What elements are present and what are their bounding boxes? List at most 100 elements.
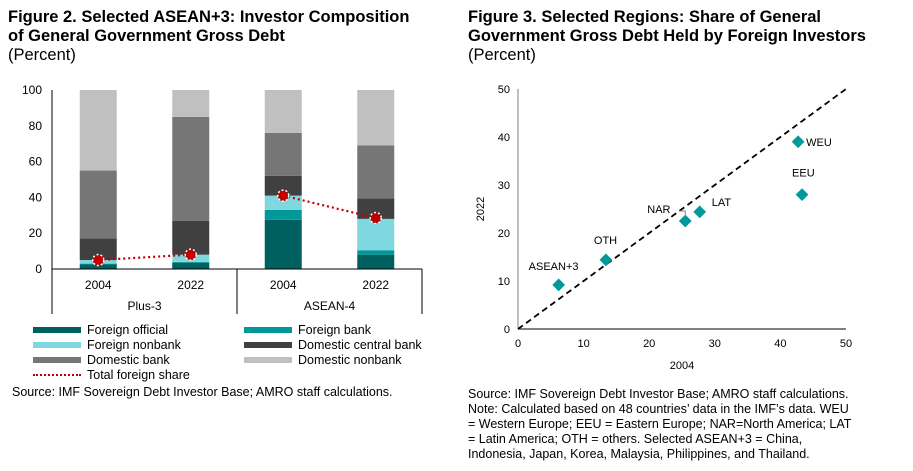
x-tick-label: 40 [774, 338, 786, 350]
y-tick-label: 60 [29, 155, 43, 169]
bar-segment-foreign-official [79, 264, 117, 269]
figure3-unit: (Percent) [468, 46, 536, 64]
legend-swatch [33, 341, 81, 348]
total-foreign-share-line [98, 253, 191, 262]
legend-line-swatch [33, 373, 81, 376]
legend-item: Foreign nonbank [33, 337, 181, 352]
figure2-title: Figure 2. Selected ASEAN+3: Investor Com… [8, 8, 409, 46]
legend-item: Total foreign share [33, 367, 190, 382]
figure2-title-line1: Figure 2. Selected ASEAN+3: Investor Com… [8, 8, 410, 26]
legend-swatch [33, 326, 81, 333]
figure3-note-line: Indonesia, Japan, Korea, Malaysia, Phili… [468, 447, 810, 461]
point-label: ASEAN+3 [529, 261, 579, 273]
bar-segment-foreign-official [172, 262, 210, 269]
x-tick-label: 20 [643, 338, 655, 350]
bar-segment-domestic-bank [357, 145, 395, 199]
bar-segment-foreign-bank [357, 250, 395, 255]
legend-swatch [244, 326, 292, 333]
legend-swatch [33, 356, 81, 363]
x-tick-label: 2004 [270, 278, 297, 292]
y-tick-label: 30 [498, 180, 510, 192]
figure3-source: Source: IMF Sovereign Debt Investor Base… [468, 387, 851, 462]
y-tick-label: 100 [22, 83, 42, 97]
legend-label: Domestic central bank [298, 337, 422, 352]
scatter-point-oth [599, 253, 613, 267]
figure3-note-line: = Latin America; OTH = others. Selected … [468, 432, 803, 446]
total-foreign-share-marker [277, 189, 290, 202]
point-label: NAR [647, 204, 670, 216]
legend-item: Domestic bank [33, 352, 170, 367]
total-foreign-share-marker [92, 253, 105, 267]
y-tick-label: 20 [29, 226, 43, 240]
x-tick-label: 2004 [85, 278, 112, 292]
legend-label: Domestic bank [87, 352, 170, 367]
x-tick-label: 2022 [362, 278, 389, 292]
group-label: Plus-3 [127, 299, 161, 313]
legend-label: Foreign official [87, 322, 169, 337]
bar-segment-domestic-nonbank [357, 90, 395, 146]
point-label: EEU [792, 168, 815, 180]
point-label: WEU [806, 137, 832, 149]
x-tick-label: 30 [709, 338, 721, 350]
legend-swatch [244, 356, 292, 363]
legend-item: Domestic central bank [244, 337, 422, 352]
y-tick-label: 20 [498, 228, 510, 240]
figure3-title-line2: Government Gross Debt Held by Foreign In… [468, 27, 866, 45]
point-label: LAT [712, 197, 732, 209]
legend-item: Foreign official [33, 322, 168, 337]
bar-segment-domestic-nonbank [79, 90, 117, 171]
point-label: OTH [594, 235, 617, 247]
bar-segment-foreign-official [357, 254, 395, 269]
bar-segment-domestic-nonbank [172, 90, 210, 117]
figure3-note-line: = Western Europe; EEU = Eastern Europe; … [468, 417, 852, 431]
scatter-point-weu [791, 135, 805, 149]
bar-segment-foreign-official [264, 219, 302, 269]
figure2-title-line2: of General Government Gross Debt [8, 27, 285, 45]
bar-segment-domestic-bank [172, 116, 210, 221]
scatter-point-lat [693, 205, 707, 219]
bar-segment-domestic-central-bank [357, 198, 395, 219]
figure3-title-line1: Figure 3. Selected Regions: Share of Gen… [468, 8, 822, 26]
legend-label: Foreign bank [298, 322, 371, 337]
legend-label: Domestic nonbank [298, 352, 402, 367]
y-tick-label: 40 [498, 132, 510, 144]
y-tick-label: 10 [498, 276, 510, 288]
y-axis-title: 2022 [475, 197, 487, 221]
bar-segment-domestic-bank [79, 170, 117, 239]
bar-chart: 0 20 40 60 80 100 2004 2022 Plus-3 2004 2022 ASEAN-… [22, 83, 423, 314]
y-tick-label: 40 [29, 190, 43, 204]
legend-label: Total foreign share [87, 367, 190, 382]
figure3-source-line: Source: IMF Sovereign Debt Investor Base… [468, 387, 849, 401]
bar-segment-domestic-central-bank [79, 238, 117, 261]
scatter-chart: 0 10 20 30 40 50 0 10 20 30 40 50 2004 2022 ASEAN+3 OTH… [475, 84, 852, 372]
x-tick-label: 0 [515, 338, 521, 350]
bar-segment-foreign-nonbank [264, 195, 302, 210]
legend-item: Foreign bank [244, 322, 371, 337]
bar-segment-domestic-central-bank [264, 175, 302, 196]
legend-swatch [244, 341, 292, 348]
bar-segment-domestic-nonbank [264, 90, 302, 133]
y-tick-label: 0 [504, 324, 510, 336]
legend-item: Domestic nonbank [244, 352, 402, 367]
bar-segment-foreign-bank [172, 261, 210, 263]
scatter-point-aseanplus3 [552, 278, 566, 292]
figure3-title: Figure 3. Selected Regions: Share of Gen… [468, 8, 866, 46]
total-foreign-share-marker [369, 211, 382, 225]
figure2-unit: (Percent) [8, 46, 76, 64]
bar-segment-domestic-bank [264, 132, 302, 176]
legend-label: Foreign nonbank [87, 337, 181, 352]
total-foreign-share-marker [184, 248, 197, 261]
x-tick-label: 2022 [177, 278, 204, 292]
x-tick-label: 10 [577, 338, 589, 350]
figure2-source: Source: IMF Sovereign Debt Investor Base… [12, 385, 393, 399]
nar-leader-line [679, 210, 686, 217]
x-tick-label: 50 [840, 338, 852, 350]
y-tick-label: 0 [35, 262, 42, 276]
x-axis-title: 2004 [670, 360, 694, 372]
y-tick-label: 80 [29, 119, 43, 133]
reference-45-degree-line [517, 88, 847, 330]
y-tick-label: 50 [498, 84, 510, 96]
figure3-note-line: Note: Calculated based on 48 countries’ … [468, 402, 849, 416]
scatter-point-eeu [795, 188, 809, 201]
bar-segment-foreign-bank [264, 209, 302, 220]
